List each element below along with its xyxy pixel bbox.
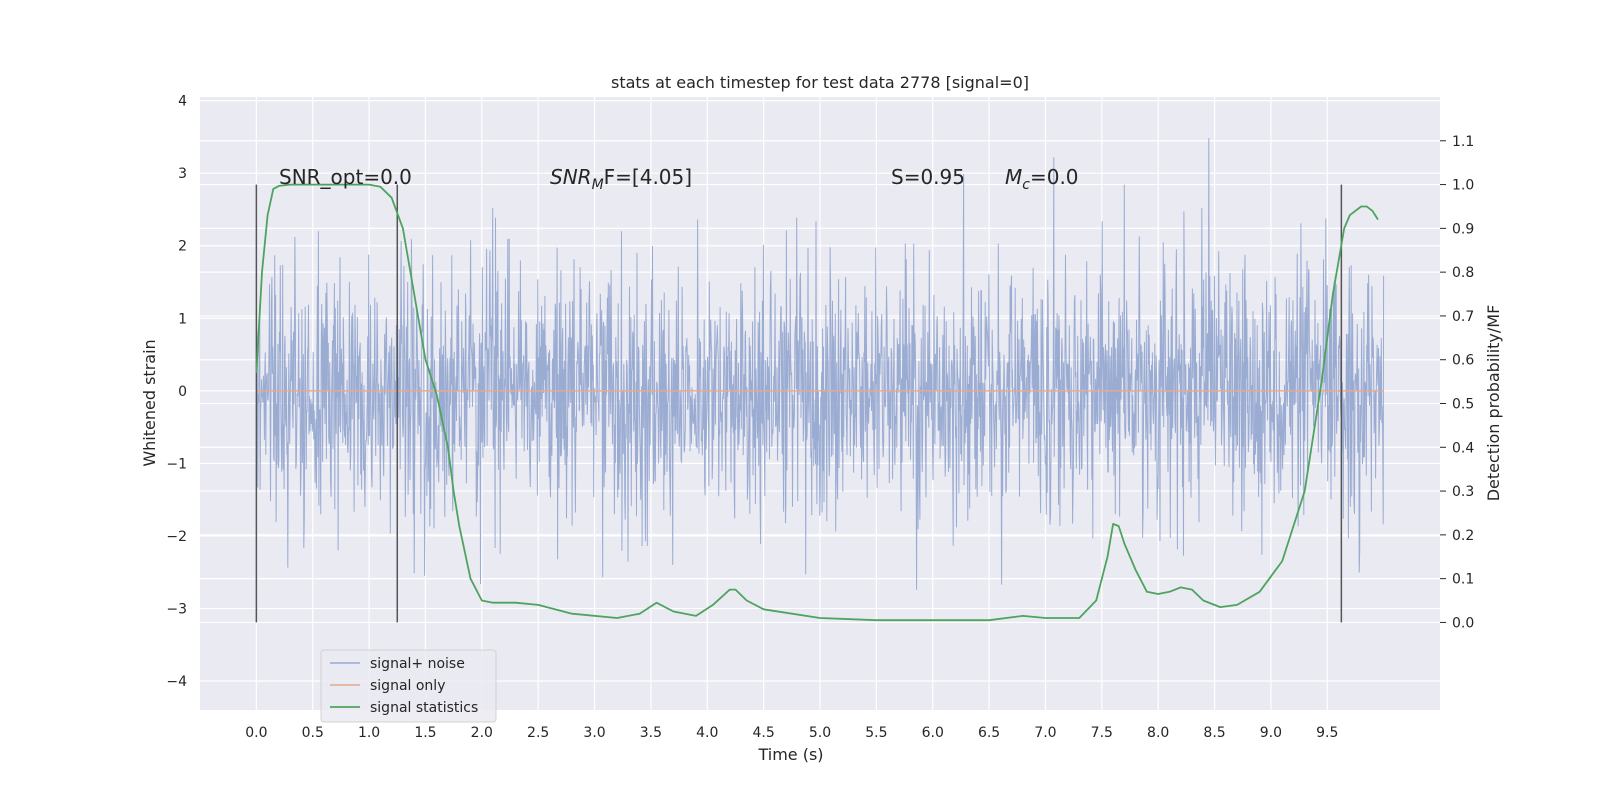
snr-mf-sub: M xyxy=(592,177,604,193)
x-ticks: 0.0 0.5 1.0 1.5 2.0 2.5 3.0 3.5 4.0 4.5 5.0 5.5 6.0 6… xyxy=(245,725,1338,741)
y-right-tick-label: 0.6 xyxy=(1452,353,1474,369)
x-tick-label: 2.5 xyxy=(527,725,549,741)
y-right-axis-label: Detection probability/MF xyxy=(1484,305,1503,502)
y-left-tick-label: 2 xyxy=(178,239,187,255)
annotation-mc: Mc=0.0 xyxy=(1005,165,1079,193)
y-right-tick-label: 0.3 xyxy=(1452,484,1474,500)
mc-rest: =0.0 xyxy=(1030,165,1079,189)
x-tick-label: 7.5 xyxy=(1091,725,1113,741)
x-tick-label: 4.0 xyxy=(696,725,718,741)
x-tick-label: 9.0 xyxy=(1260,725,1282,741)
x-tick-label: 6.0 xyxy=(922,725,944,741)
legend-box xyxy=(320,649,497,723)
chart-title: stats at each timestep for test data 277… xyxy=(611,73,1029,92)
annotation-s: S=0.95 xyxy=(891,165,965,189)
y-right-tick-label: 0.8 xyxy=(1452,265,1474,281)
x-tick-label: 4.5 xyxy=(753,725,775,741)
snr-mf-rest: F=[4.05] xyxy=(604,165,692,189)
y-left-tick-label: −4 xyxy=(166,674,187,690)
annotation-snr-mf: SNRMF=[4.05] xyxy=(550,165,692,193)
vertical-markers xyxy=(255,184,1343,623)
x-tick-label: 3.0 xyxy=(583,725,605,741)
legend-label-signal-statistics: signal statistics xyxy=(370,700,478,716)
x-tick-label: 3.5 xyxy=(640,725,662,741)
y-left-tick-label: 0 xyxy=(178,384,187,400)
y-left-tick-label: −3 xyxy=(166,601,187,617)
x-tick-label: 1.0 xyxy=(358,725,380,741)
y-right-tick-label: 0.4 xyxy=(1452,440,1474,456)
x-tick-label: 7.0 xyxy=(1034,725,1056,741)
x-tick-label: 1.5 xyxy=(414,725,436,741)
mc-base: M xyxy=(1005,165,1022,189)
x-tick-label: 9.5 xyxy=(1316,725,1338,741)
y-right-tick-label: 0.2 xyxy=(1452,528,1474,544)
y-left-tick-label: 4 xyxy=(178,94,187,110)
x-tick-label: 2.0 xyxy=(471,725,493,741)
y-right-tick-label: 0.0 xyxy=(1452,615,1474,631)
x-tick-label: 0.0 xyxy=(245,725,267,741)
annotation-snr-opt: SNR_opt=0.0 xyxy=(279,165,412,189)
signal-statistics-series xyxy=(255,183,1379,622)
legend-label-signal-only: signal only xyxy=(370,678,445,694)
x-axis-label: Time (s) xyxy=(757,745,823,764)
y-right-tick-label: 0.5 xyxy=(1452,397,1474,413)
snr-mf-base: SNR xyxy=(550,165,592,189)
x-tick-label: 0.5 xyxy=(302,725,324,741)
signal-statistics-line xyxy=(255,183,1379,622)
x-tick-label: 5.5 xyxy=(865,725,887,741)
y-left-axis-label: Whitened strain xyxy=(140,339,159,466)
y-right-tick-label: 1.1 xyxy=(1452,134,1474,150)
y-left-tick-label: −1 xyxy=(166,456,187,472)
y-right-tick-label: 0.9 xyxy=(1452,221,1474,237)
legend: signal+ noise signal only signal statist… xyxy=(320,649,497,723)
y-right-tick-label: 1.0 xyxy=(1452,178,1474,194)
legend-label-signal-noise: signal+ noise xyxy=(370,656,465,672)
x-tick-label: 6.5 xyxy=(978,725,1000,741)
x-tick-label: 8.0 xyxy=(1147,725,1169,741)
y-left-tick-label: 3 xyxy=(178,166,187,182)
y-left-ticks: 4 3 2 1 0 −1 −2 −3 −4 xyxy=(166,94,187,690)
y-right-tick-label: 0.7 xyxy=(1452,309,1474,325)
mc-sub: c xyxy=(1022,177,1030,193)
y-right-ticks: 1.1 1.0 0.9 0.8 0.7 0.6 0.5 0.4 0.3 0.2 0.1 0.0 xyxy=(1440,134,1474,631)
y-left-tick-label: −2 xyxy=(166,529,187,545)
x-tick-label: 5.0 xyxy=(809,725,831,741)
y-right-tick-label: 0.1 xyxy=(1452,572,1474,588)
x-tick-label: 8.5 xyxy=(1203,725,1225,741)
y-left-tick-label: 1 xyxy=(178,311,187,327)
